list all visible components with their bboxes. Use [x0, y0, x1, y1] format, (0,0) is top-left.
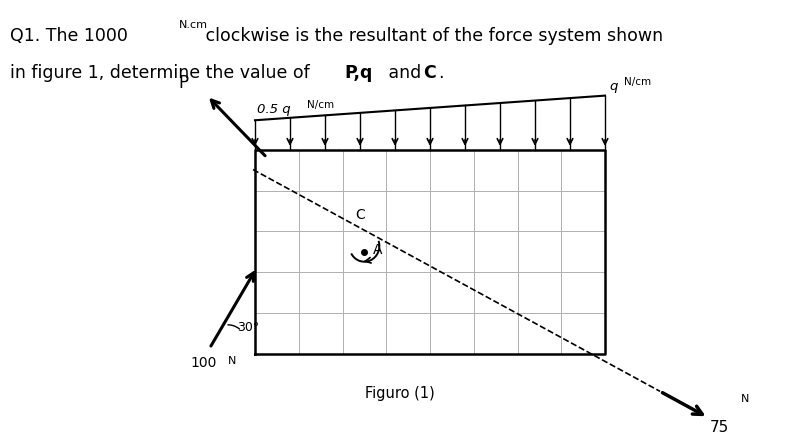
- Text: 75: 75: [710, 420, 730, 434]
- Text: .: .: [438, 64, 443, 82]
- Text: 100: 100: [190, 356, 217, 370]
- Text: q: q: [609, 80, 618, 93]
- Text: and: and: [383, 64, 426, 82]
- Text: C: C: [355, 208, 366, 222]
- Text: N/cm: N/cm: [624, 77, 651, 87]
- Text: N.cm: N.cm: [179, 20, 208, 30]
- Text: P: P: [179, 74, 189, 92]
- Text: 30°: 30°: [238, 321, 260, 333]
- Text: Q1. The 1000: Q1. The 1000: [10, 27, 128, 45]
- Text: N: N: [227, 356, 236, 366]
- Text: A: A: [374, 243, 383, 257]
- Text: clockwise is the resultant of the force system shown: clockwise is the resultant of the force …: [200, 27, 663, 45]
- Text: P,q: P,q: [344, 64, 372, 82]
- Text: C: C: [423, 64, 436, 82]
- Text: Figuro (1): Figuro (1): [365, 386, 435, 401]
- Text: N: N: [741, 394, 750, 404]
- Text: 0.5 q: 0.5 q: [257, 103, 290, 116]
- Text: in figure 1, determine the value of: in figure 1, determine the value of: [10, 64, 315, 82]
- Text: N/cm: N/cm: [307, 101, 334, 111]
